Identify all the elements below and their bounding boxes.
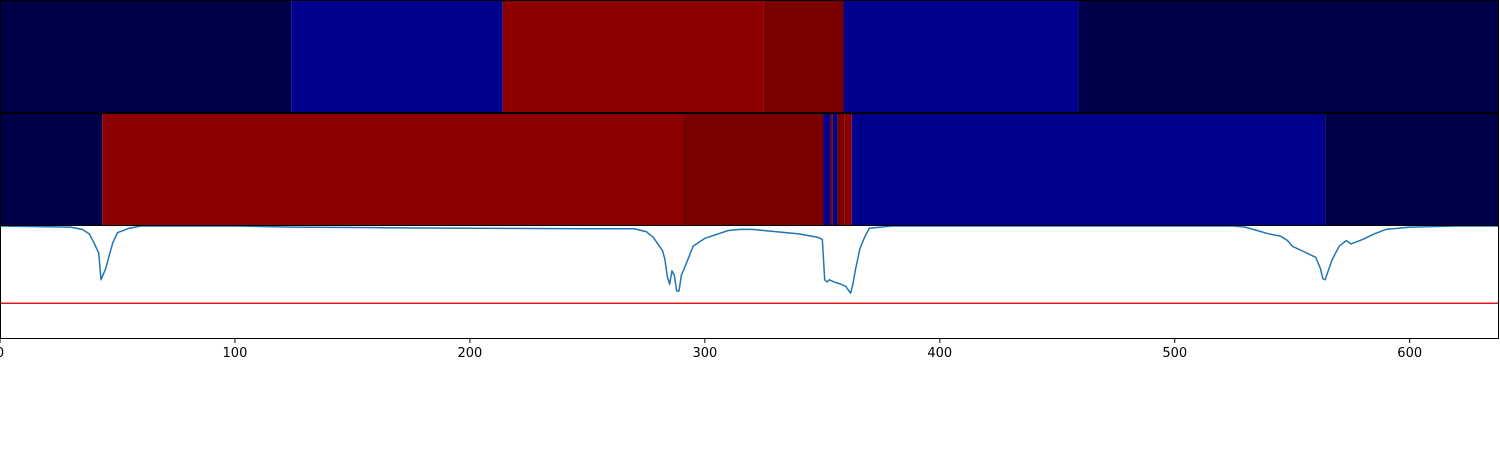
- panel-border-2: [0, 225, 1499, 339]
- heatmap-segment-0-1: [291, 1, 503, 112]
- heatmap-segment-1-8: [851, 114, 1326, 225]
- heatmap-track-top: [0, 1, 1499, 112]
- heatmap-segment-1-0: [0, 114, 103, 225]
- heatmap-segment-0-5: [1078, 1, 1499, 112]
- heatmap-segment-1-6: [837, 114, 845, 225]
- signal-plot-area: [0, 226, 1500, 338]
- panel-border-0: [0, 0, 1499, 113]
- panel-borders: [0, 0, 1499, 339]
- x-tick-label: 200: [457, 346, 482, 361]
- heatmap-segment-1-1: [102, 114, 683, 225]
- x-tick-label: 300: [692, 346, 717, 361]
- heatmap-segment-0-2: [502, 1, 764, 112]
- heatmap-segment-0-3: [763, 1, 844, 112]
- heatmap-segment-0-0: [0, 1, 292, 112]
- heatmap-track-bottom: [0, 114, 1499, 225]
- heatmap-segment-0-4: [843, 1, 1079, 112]
- x-axis: 0 100 200 300 400 500 600: [0, 338, 1422, 361]
- heatmap-segment-1-5: [832, 114, 838, 225]
- heatmap-segment-1-3: [823, 114, 831, 225]
- x-tick-label: 600: [1397, 346, 1422, 361]
- x-tick-label: 500: [1162, 346, 1187, 361]
- heatmap-segment-1-2: [682, 114, 824, 225]
- heatmap-segment-1-7: [844, 114, 852, 225]
- heatmap-segment-1-4: [830, 114, 833, 225]
- x-tick-label: 0: [0, 346, 4, 361]
- heatmap-segment-1-9: [1325, 114, 1499, 225]
- x-tick-label: 100: [223, 346, 248, 361]
- x-tick-label: 400: [927, 346, 952, 361]
